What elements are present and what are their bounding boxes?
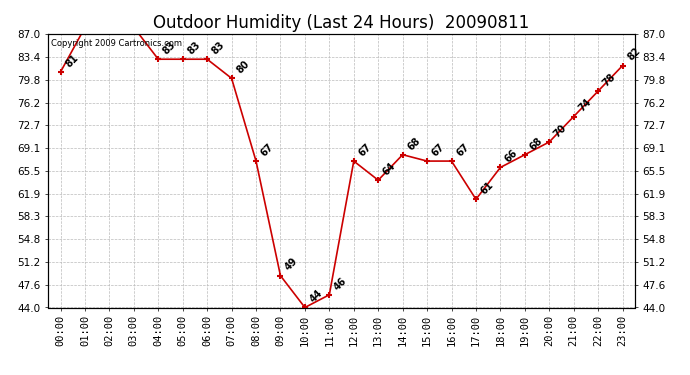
Text: 89: 89 <box>0 374 1 375</box>
Text: 67: 67 <box>430 142 446 158</box>
Text: 83: 83 <box>161 40 178 56</box>
Text: 78: 78 <box>601 72 618 88</box>
Text: 67: 67 <box>454 142 471 158</box>
Text: 67: 67 <box>259 142 275 158</box>
Text: 83: 83 <box>186 40 202 56</box>
Text: 64: 64 <box>381 161 397 177</box>
Text: 83: 83 <box>210 40 226 56</box>
Text: 70: 70 <box>552 123 569 139</box>
Text: 88: 88 <box>0 374 1 375</box>
Text: 88: 88 <box>0 374 1 375</box>
Text: 61: 61 <box>479 180 495 196</box>
Text: 81: 81 <box>63 53 80 69</box>
Text: 74: 74 <box>576 97 593 114</box>
Text: Copyright 2009 Cartronics.com: Copyright 2009 Cartronics.com <box>51 39 182 48</box>
Text: 46: 46 <box>332 275 348 292</box>
Text: 68: 68 <box>406 135 422 152</box>
Text: 66: 66 <box>503 148 520 165</box>
Text: 80: 80 <box>235 59 251 75</box>
Text: 44: 44 <box>308 288 324 305</box>
Text: 67: 67 <box>357 142 373 158</box>
Text: 49: 49 <box>283 256 300 273</box>
Text: 68: 68 <box>528 135 544 152</box>
Text: 82: 82 <box>625 46 642 63</box>
Title: Outdoor Humidity (Last 24 Hours)  20090811: Outdoor Humidity (Last 24 Hours) 2009081… <box>153 14 530 32</box>
